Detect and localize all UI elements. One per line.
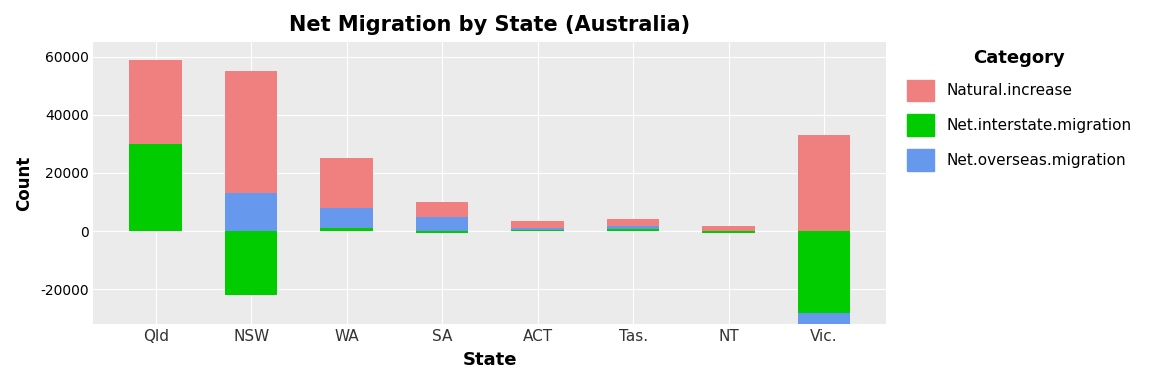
Bar [511, 221, 564, 228]
Bar [511, 230, 564, 231]
Bar [511, 228, 564, 230]
Bar [225, 71, 278, 193]
Y-axis label: Count: Count [15, 156, 33, 211]
Bar [703, 226, 755, 230]
Bar [320, 228, 373, 231]
Bar [798, 231, 850, 313]
Bar [798, 313, 850, 342]
Legend: Natural.increase, Net.interstate.migration, Net.overseas.migration: Natural.increase, Net.interstate.migrati… [902, 44, 1136, 175]
Bar [320, 159, 373, 208]
X-axis label: State: State [463, 351, 517, 369]
Bar [703, 230, 755, 231]
Bar [607, 229, 659, 231]
Bar [416, 202, 469, 217]
Bar [607, 218, 659, 226]
Bar [607, 226, 659, 229]
Bar [416, 231, 469, 233]
Bar [416, 217, 469, 231]
Bar [798, 135, 850, 231]
Bar [225, 193, 278, 231]
Bar [703, 231, 755, 233]
Title: Net Migration by State (Australia): Net Migration by State (Australia) [289, 15, 690, 35]
Bar [129, 144, 182, 231]
Bar [320, 208, 373, 228]
Bar [129, 60, 182, 144]
Bar [225, 231, 278, 295]
